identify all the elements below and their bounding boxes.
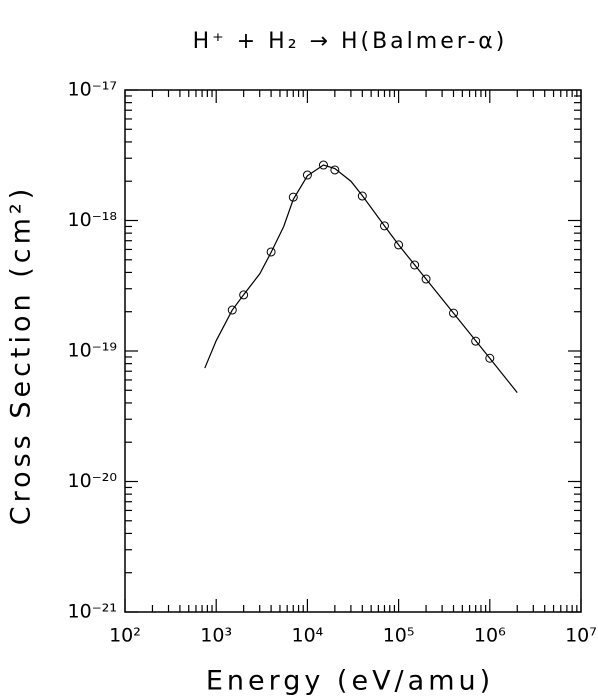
x-tick-label: 10⁵	[383, 625, 415, 647]
data-point	[421, 274, 431, 284]
x-tick-label: 10³	[200, 625, 232, 647]
y-tick-label: 10⁻¹⁸	[68, 209, 117, 231]
y-tick-label: 10⁻²⁰	[68, 470, 117, 492]
data-point	[410, 260, 420, 270]
y-axis-label: Cross Section (cm²)	[6, 185, 37, 526]
data-point	[379, 221, 389, 231]
data-point	[471, 336, 481, 346]
x-tick-label: 10²	[109, 625, 141, 647]
data-point	[357, 191, 367, 201]
x-axis-label: Energy (eV/amu)	[206, 666, 494, 696]
data-point	[266, 247, 276, 257]
data-point	[394, 240, 404, 250]
data-point	[330, 165, 340, 175]
data-point	[449, 308, 459, 318]
y-tick-label: 10⁻¹⁹	[68, 340, 117, 362]
data-point	[227, 305, 237, 315]
x-tick-label: 10⁷	[565, 625, 597, 647]
x-tick-label: 10⁴	[292, 625, 324, 647]
data-point	[239, 290, 249, 300]
y-tick-label: 10⁻²¹	[68, 601, 117, 623]
plot-frame	[124, 89, 582, 613]
chart-title: H⁺ + H₂ → H(Balmer-α)	[193, 29, 508, 54]
y-tick-label: 10⁻¹⁷	[68, 79, 117, 101]
data-point	[318, 160, 328, 170]
fit-curve	[204, 164, 518, 393]
data-point	[485, 353, 495, 363]
x-tick-label: 10⁶	[474, 625, 506, 647]
data-point	[302, 170, 312, 180]
